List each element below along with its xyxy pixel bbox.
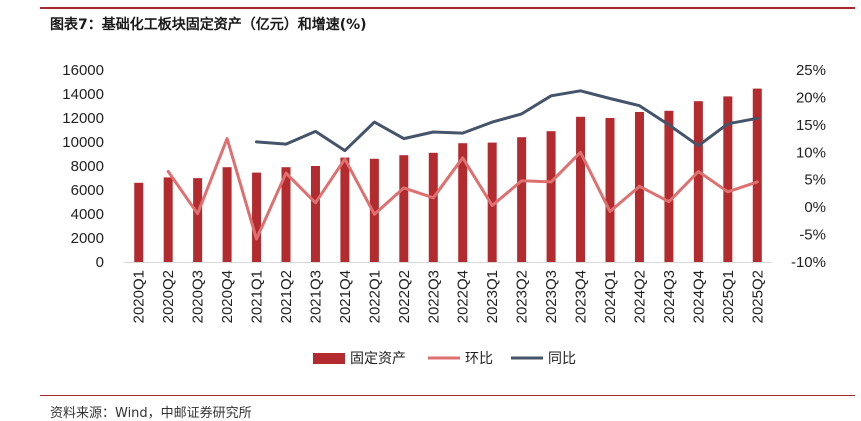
legend-label: 固定资产 (350, 351, 406, 367)
x-tick-label: 2022Q3 (425, 270, 442, 323)
source-note: 资料来源：Wind，中邮证券研究所 (50, 406, 252, 421)
x-axis: 2020Q1 2020Q2 2020Q3 2020Q4 2021Q1 2021Q2 2021… (131, 270, 767, 323)
bar (134, 182, 144, 262)
bar (252, 172, 262, 262)
legend-label: 环比 (465, 351, 493, 367)
left-tick-label: 10000 (62, 134, 104, 151)
bar (458, 143, 468, 262)
x-tick-label: 2022Q2 (396, 270, 413, 323)
right-tick-label: 20% (796, 89, 826, 106)
x-tick-label: 2021Q4 (337, 270, 354, 323)
bar (399, 155, 409, 262)
x-tick-label: 2024Q3 (661, 270, 678, 323)
bar (193, 178, 203, 262)
bar (576, 116, 586, 262)
x-tick-label: 2023Q2 (514, 270, 531, 323)
chart-title: 图表7：基础化工板块固定资产（亿元）和增速(%) (50, 17, 367, 33)
right-tick-label: 15% (796, 117, 826, 134)
x-tick-label: 2020Q1 (131, 270, 148, 323)
x-tick-label: 2022Q4 (455, 270, 472, 323)
bar (517, 137, 527, 262)
bar (310, 166, 320, 262)
left-tick-label: 2000 (71, 230, 104, 247)
x-tick-label: 2025Q1 (720, 270, 737, 323)
line-series (166, 89, 759, 241)
x-tick-label: 2020Q2 (160, 270, 177, 323)
bar (222, 167, 232, 262)
legend-swatch (313, 353, 345, 364)
left-tick-label: 14000 (62, 86, 104, 103)
left-tick-label: 4000 (71, 206, 104, 223)
x-tick-label: 2024Q2 (631, 270, 648, 323)
bar (340, 157, 350, 262)
x-tick-label: 2021Q1 (249, 270, 266, 323)
x-tick-label: 2020Q4 (219, 270, 236, 323)
x-tick-label: 2023Q1 (484, 270, 501, 323)
x-tick-label: 2022Q1 (366, 270, 383, 323)
series-line (255, 89, 759, 153)
bar (605, 118, 615, 262)
chart-canvas: 0 2000 4000 6000 8000 10000 12000 14000 16000 -1… (62, 62, 826, 367)
legend-label: 同比 (548, 351, 576, 367)
left-tick-label: 12000 (62, 110, 104, 127)
x-tick-label: 2021Q3 (307, 270, 324, 323)
bottom-rule (40, 395, 855, 396)
right-tick-label: 10% (796, 144, 826, 161)
right-tick-label: -10% (791, 254, 826, 271)
left-axis: 0 2000 4000 6000 8000 10000 12000 14000 16000 (62, 62, 104, 271)
right-tick-label: 25% (796, 62, 826, 79)
bar (487, 142, 497, 262)
bar (163, 177, 173, 262)
x-tick-label: 2025Q2 (749, 270, 766, 323)
left-tick-label: 16000 (62, 62, 104, 79)
x-tick-label: 2020Q3 (190, 270, 207, 323)
right-tick-label: 5% (804, 172, 826, 189)
bar (723, 96, 733, 263)
x-tick-label: 2023Q3 (543, 270, 560, 323)
bar (752, 88, 762, 262)
bar (546, 131, 556, 262)
bar (664, 110, 674, 262)
left-tick-label: 6000 (71, 182, 104, 199)
top-rule (40, 7, 855, 9)
x-tick-label: 2024Q1 (602, 270, 619, 323)
x-tick-label: 2023Q4 (573, 270, 590, 323)
bar (428, 152, 438, 262)
series-line (166, 137, 759, 241)
left-tick-label: 8000 (71, 158, 104, 175)
right-tick-label: -5% (799, 227, 826, 244)
bar (369, 158, 379, 262)
x-tick-label: 2021Q2 (278, 270, 295, 323)
bar (281, 167, 291, 262)
left-tick-label: 0 (96, 254, 104, 271)
right-tick-label: 0% (804, 199, 826, 216)
right-axis: -10% -5% 0% 5% 10% 15% 20% 25% (791, 62, 826, 271)
legend: 固定资产 环比 同比 (313, 351, 576, 367)
bar (693, 101, 703, 262)
x-tick-label: 2024Q4 (690, 270, 707, 323)
